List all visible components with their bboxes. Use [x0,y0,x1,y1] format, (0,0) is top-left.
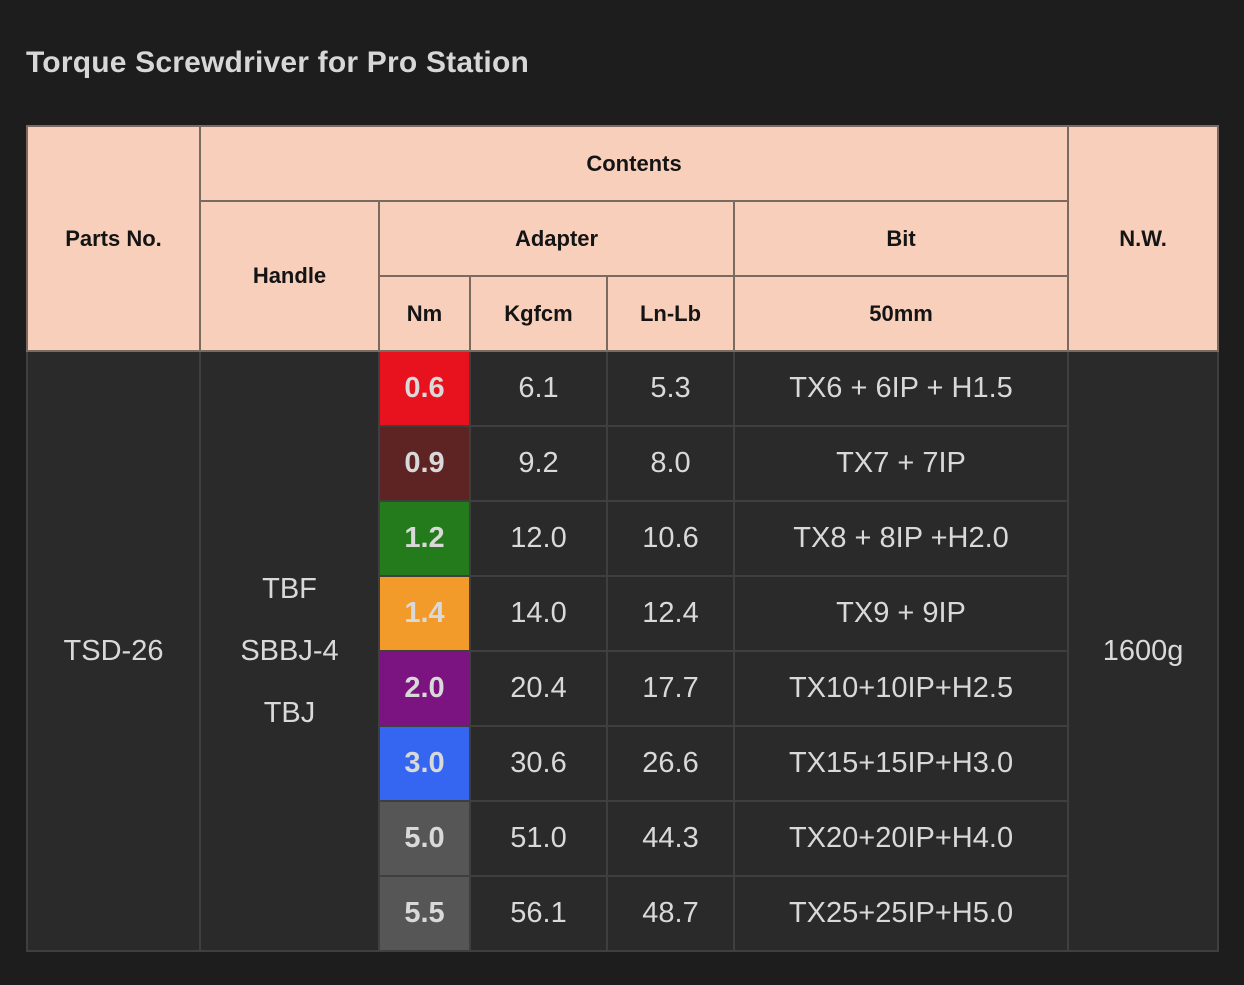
header-bit: Bit [732,200,1070,277]
kgfcm-value: 30.6 [469,725,608,802]
kgfcm-value: 12.0 [469,500,608,577]
bit-set: TX10+10IP+H2.5 [732,650,1070,727]
net-weight: 1600g [1067,350,1220,952]
handle-item: TBJ [263,697,316,729]
handle-item: TBF [262,573,317,605]
bit-set: TX15+15IP+H3.0 [732,725,1070,802]
kgfcm-value: 51.0 [469,800,608,877]
header-kgfcm: Kgfcm [469,275,608,352]
lnlb-value: 44.3 [606,800,735,877]
lnlb-value: 12.4 [606,575,735,652]
header-adapter: Adapter [378,200,735,277]
header-handle: Handle [199,200,380,352]
header-parts-no: Parts No. [26,125,201,352]
kgfcm-value: 56.1 [469,875,608,952]
lnlb-value: 5.3 [606,350,735,427]
table-row: 1.2 12.0 10.6 TX8 + 8IP +H2.0 [27,500,1218,577]
kgfcm-value: 9.2 [469,425,608,502]
nm-value: 0.9 [378,425,471,502]
nm-value: 5.0 [378,800,471,877]
bit-set: TX8 + 8IP +H2.0 [732,500,1070,577]
lnlb-value: 8.0 [606,425,735,502]
header-bit-length: 50mm [732,275,1070,352]
table-row: TSD-26 TBF SBBJ-4 TBJ 0.6 6.1 5.3 TX6 + 6IP + H… [26,350,1220,952]
lnlb-value: 48.7 [606,875,735,952]
nm-value: 1.4 [378,575,471,652]
kgfcm-value: 20.4 [469,650,608,727]
header-nw: N.W. [1067,125,1220,352]
spec-table: Parts No. Contents N.W. Handle Adapter B… [26,125,1220,952]
bit-set: TX9 + 9IP [732,575,1070,652]
handle-list: TBF SBBJ-4 TBJ [199,350,380,952]
bit-set: TX6 + 6IP + H1.5 [732,350,1070,427]
nm-value: 5.5 [378,875,471,952]
table-row: 1.4 14.0 12.4 TX9 + 9IP [27,575,1218,652]
lnlb-value: 26.6 [606,725,735,802]
lnlb-value: 17.7 [606,650,735,727]
nm-value: 1.2 [378,500,471,577]
bit-set: TX7 + 7IP [732,425,1070,502]
table-row: 3.0 30.6 26.6 TX15+15IP+H3.0 [27,725,1218,802]
bit-set: TX25+25IP+H5.0 [732,875,1070,952]
part-number: TSD-26 [26,350,201,952]
handle-item: SBBJ-4 [240,635,339,667]
table-row: 2.0 20.4 17.7 TX10+10IP+H2.5 [27,650,1218,727]
table-row: 5.5 56.1 48.7 TX25+25IP+H5.0 [27,875,1218,952]
lnlb-value: 10.6 [606,500,735,577]
kgfcm-value: 6.1 [469,350,608,427]
kgfcm-value: 14.0 [469,575,608,652]
page-title: Torque Screwdriver for Pro Station [26,46,530,79]
table-body: TSD-26 TBF SBBJ-4 TBJ 0.6 6.1 5.3 TX6 + 6IP + H… [26,350,1220,952]
nm-value: 2.0 [378,650,471,727]
header-nm: Nm [378,275,471,352]
header-lnlb: Ln-Lb [606,275,735,352]
table-row: 5.0 51.0 44.3 TX20+20IP+H4.0 [27,800,1218,877]
table-row: 0.9 9.2 8.0 TX7 + 7IP [27,425,1218,502]
nm-value: 3.0 [378,725,471,802]
nm-value: 0.6 [378,350,471,427]
header-contents: Contents [198,125,1070,202]
bit-set: TX20+20IP+H4.0 [732,800,1070,877]
